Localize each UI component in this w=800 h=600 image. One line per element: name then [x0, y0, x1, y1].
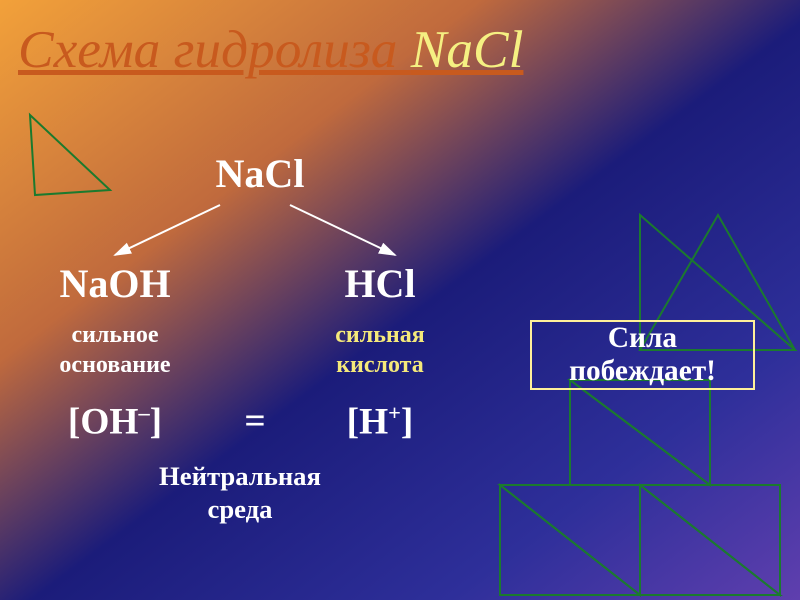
diagram: Схема гидролиза NaCl NaCl NaOH сильное о… — [0, 0, 800, 600]
left-formula: NaOH — [35, 260, 195, 307]
equals-sign: = — [225, 400, 285, 443]
right-desc: сильная кислота — [310, 320, 450, 380]
result-2: среда — [208, 494, 273, 524]
arrow-right — [290, 205, 395, 255]
right-formula: HCl — [310, 260, 450, 307]
result-text: Нейтральная среда — [110, 460, 370, 527]
left-desc: сильное основание — [35, 320, 195, 380]
right-desc-2: кислота — [336, 352, 424, 378]
right-desc-1: сильная — [335, 322, 424, 348]
result-1: Нейтральная — [159, 461, 321, 491]
left-ion: [OH–] — [50, 400, 180, 443]
left-desc-2: основание — [59, 352, 170, 378]
left-desc-1: сильное — [71, 322, 158, 348]
callout-text: Сила побеждает! — [569, 322, 716, 388]
callout-box: Сила побеждает! — [530, 320, 755, 390]
right-ion: [H+] — [320, 400, 440, 443]
arrow-left — [115, 205, 220, 255]
